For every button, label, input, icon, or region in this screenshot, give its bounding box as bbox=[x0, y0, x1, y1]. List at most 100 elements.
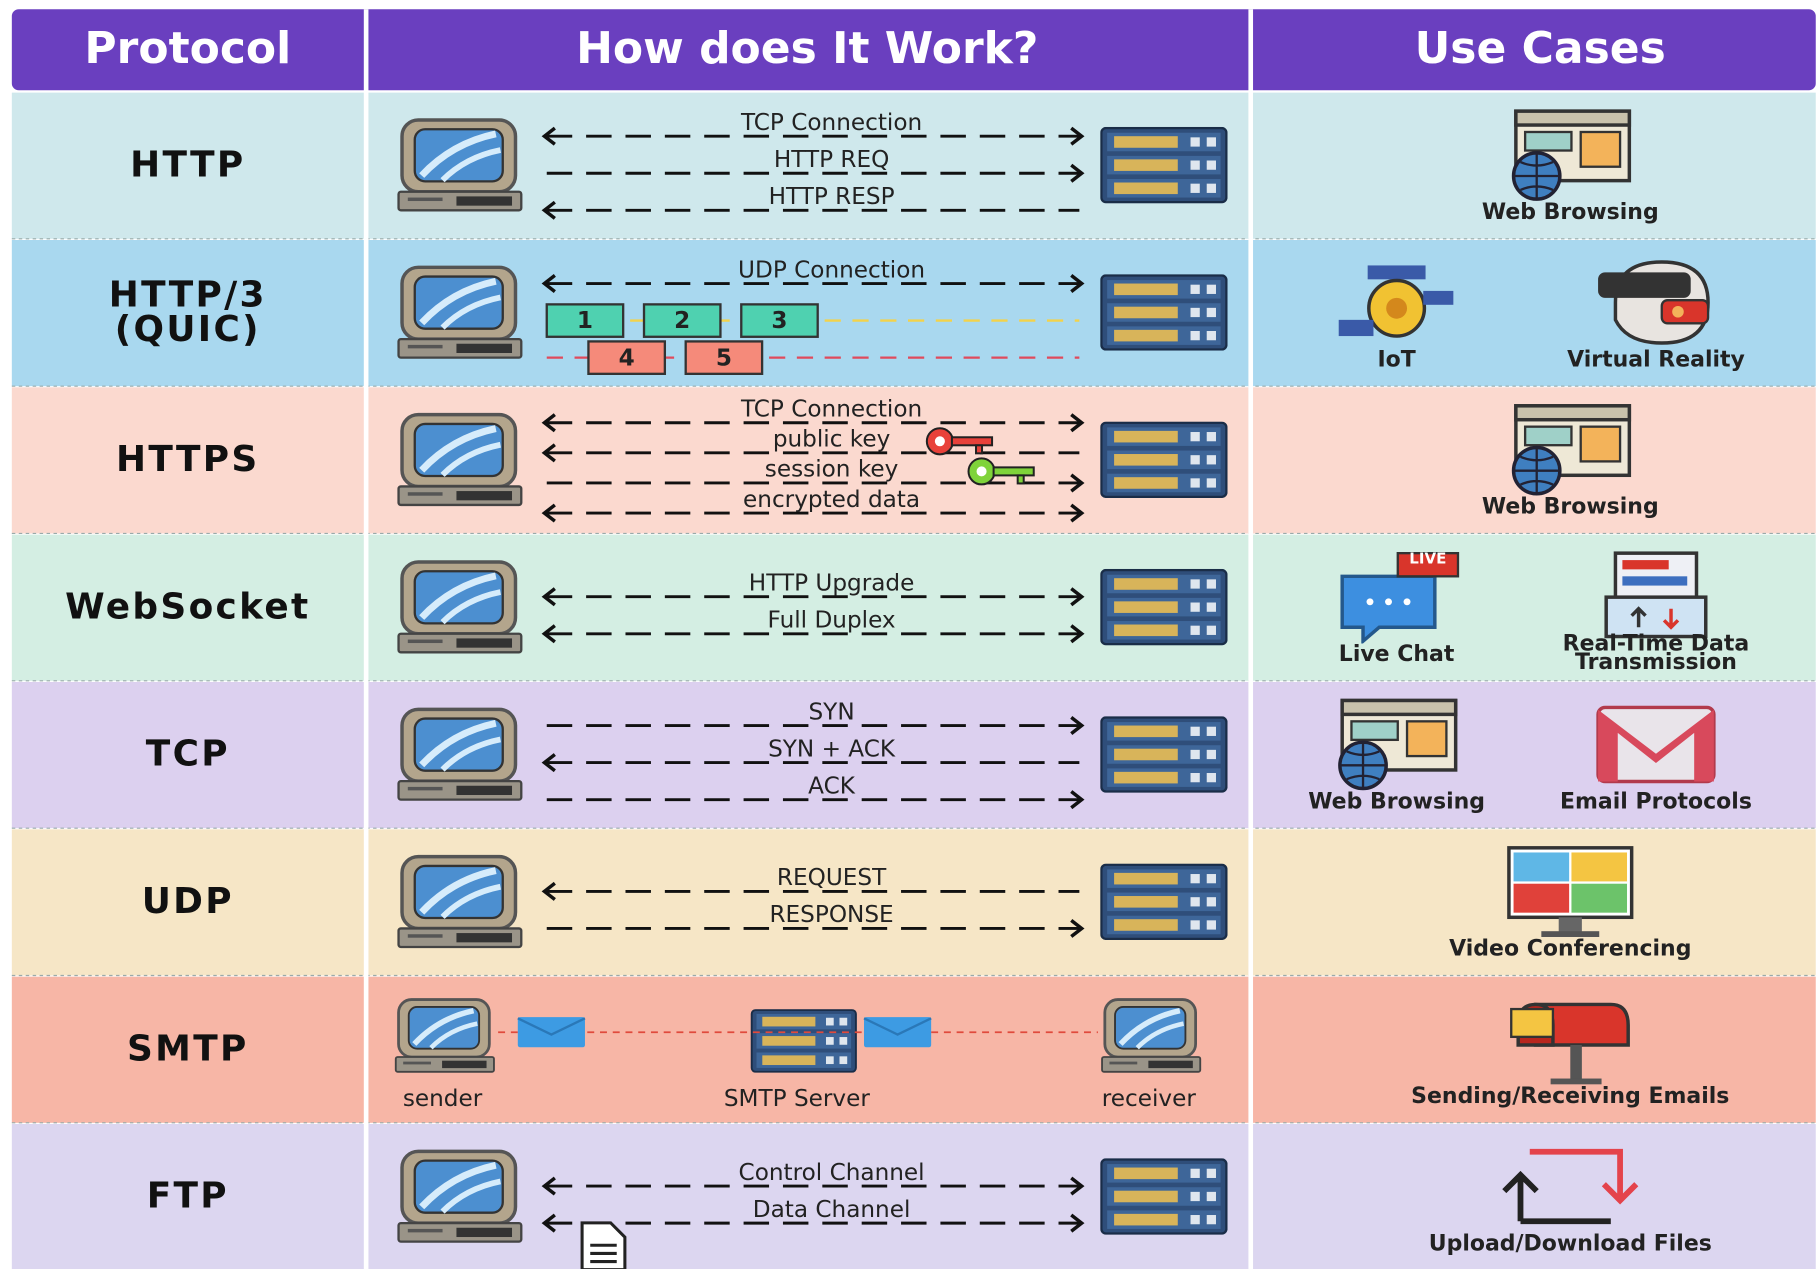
packet-label: 1 bbox=[577, 308, 593, 334]
arrow-head bbox=[541, 413, 556, 433]
file-icon bbox=[580, 1221, 627, 1269]
protocol-name: WebSocket bbox=[65, 586, 310, 627]
arrow-head bbox=[1070, 274, 1085, 294]
protocol-name: HTTP/3 bbox=[109, 274, 267, 315]
use-case-label: Web Browsing bbox=[1308, 789, 1485, 814]
flow-label: HTTP REQ bbox=[774, 147, 890, 173]
flow-label: HTTP RESP bbox=[769, 184, 895, 210]
flow-label: HTTP Upgrade bbox=[749, 570, 915, 596]
use-case-label: Real-Time Data bbox=[1563, 632, 1750, 657]
server bbox=[1100, 274, 1228, 351]
packet-label: 4 bbox=[619, 345, 635, 371]
flow-label: REQUEST bbox=[777, 865, 887, 891]
use-case-label: Video Conferencing bbox=[1449, 937, 1691, 962]
header-bar bbox=[11, 9, 1816, 91]
packet-label: 3 bbox=[771, 308, 787, 334]
flow-label: Data Channel bbox=[753, 1197, 911, 1223]
client-computer bbox=[399, 562, 522, 652]
packet bbox=[740, 303, 819, 338]
arrow-head bbox=[1070, 790, 1085, 810]
arrow-head bbox=[1070, 126, 1085, 146]
packet bbox=[642, 303, 722, 338]
use-case-label: Web Browsing bbox=[1482, 495, 1659, 520]
row-background bbox=[11, 1123, 1816, 1269]
arrow-head bbox=[541, 126, 556, 146]
envelope bbox=[516, 1016, 587, 1049]
arrow-head bbox=[1070, 1176, 1085, 1196]
packet-label: 5 bbox=[716, 345, 732, 371]
use-case-label: Sending/Receiving Emails bbox=[1411, 1084, 1729, 1109]
use-case-label: Web Browsing bbox=[1482, 200, 1659, 225]
client-computer bbox=[399, 120, 522, 210]
protocol-name: TCP bbox=[146, 734, 230, 775]
arrow-head bbox=[1070, 473, 1085, 493]
arrow-head bbox=[1070, 918, 1085, 938]
server bbox=[1100, 1158, 1228, 1235]
node-label: sender bbox=[403, 1086, 483, 1112]
client-computer bbox=[399, 857, 522, 947]
arrow-head bbox=[541, 1176, 556, 1196]
flow-label: TCP Connection bbox=[740, 397, 922, 423]
envelope bbox=[862, 1016, 933, 1049]
packet bbox=[545, 303, 625, 338]
protocol-name: HTTPS bbox=[116, 439, 259, 480]
arrow-head bbox=[541, 587, 556, 607]
arrow-head bbox=[1070, 587, 1085, 607]
client-computer bbox=[399, 415, 522, 505]
row-background bbox=[11, 239, 1816, 387]
row-background bbox=[11, 534, 1816, 681]
use-case-label: Virtual Reality bbox=[1567, 347, 1745, 372]
flow-label: ACK bbox=[808, 773, 856, 799]
server bbox=[1100, 716, 1228, 793]
protocol-name: (QUIC) bbox=[115, 309, 261, 350]
node-label: SMTP Server bbox=[724, 1086, 870, 1112]
arrow-head bbox=[541, 503, 556, 523]
flow-label: Full Duplex bbox=[768, 608, 896, 634]
arrow-head bbox=[541, 624, 556, 644]
use-case-label: Transmission bbox=[1575, 650, 1737, 675]
sender-computer bbox=[396, 1000, 494, 1072]
use-case-label: Email Protocols bbox=[1560, 789, 1752, 814]
flow-label: encrypted data bbox=[743, 487, 920, 513]
server bbox=[1100, 126, 1228, 204]
header-label: Protocol bbox=[84, 23, 291, 74]
row-background bbox=[11, 976, 1816, 1123]
smtp-server bbox=[750, 1009, 857, 1073]
arrow-head bbox=[1070, 163, 1085, 183]
node-label: receiver bbox=[1102, 1086, 1197, 1112]
packet bbox=[587, 340, 667, 375]
arrow-head bbox=[541, 1213, 556, 1233]
receiver-computer bbox=[1102, 1000, 1200, 1072]
server bbox=[1100, 421, 1228, 499]
client-computer bbox=[399, 709, 522, 799]
server bbox=[1100, 863, 1228, 941]
flow-label: session key bbox=[765, 457, 899, 483]
packet bbox=[684, 340, 764, 375]
arrow-head bbox=[541, 200, 556, 220]
arrow-head bbox=[1070, 503, 1085, 523]
flow-label: RESPONSE bbox=[769, 902, 893, 928]
flow-label: UDP Connection bbox=[738, 257, 925, 283]
flow-label: TCP Connection bbox=[740, 110, 922, 136]
server bbox=[1100, 568, 1228, 646]
protocol-name: FTP bbox=[147, 1176, 229, 1217]
flow-label: SYN bbox=[809, 699, 855, 725]
arrow-head bbox=[1070, 413, 1085, 433]
row-background bbox=[11, 681, 1816, 829]
arrow-head bbox=[1070, 1213, 1085, 1233]
flow-label: SYN + ACK bbox=[768, 736, 896, 762]
live-badge: LIVE bbox=[1409, 549, 1446, 567]
arrow-head bbox=[541, 274, 556, 294]
use-case-icon bbox=[1596, 705, 1716, 784]
use-case-label: Live Chat bbox=[1339, 642, 1455, 667]
arrow-head bbox=[541, 881, 556, 901]
arrow-head bbox=[541, 443, 556, 463]
header-label: Use Cases bbox=[1415, 23, 1666, 74]
header-label: How does It Work? bbox=[576, 23, 1038, 74]
flow-label: public key bbox=[773, 427, 891, 453]
packet-label: 2 bbox=[674, 308, 690, 334]
arrow-head bbox=[541, 753, 556, 773]
